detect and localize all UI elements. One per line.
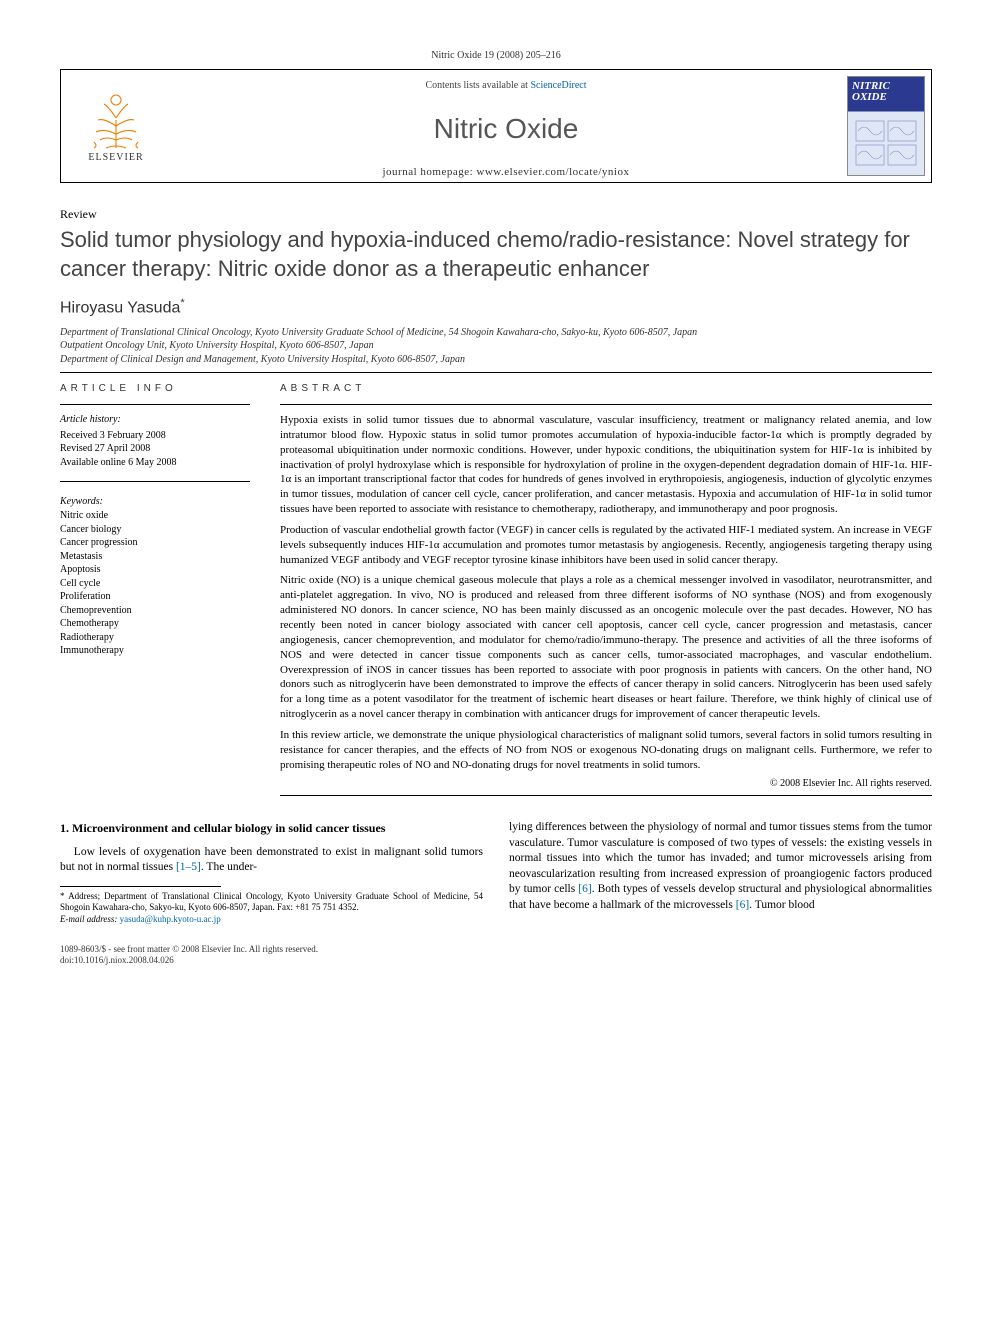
keyword: Apoptosis (60, 563, 250, 577)
section-heading: 1. Microenvironment and cellular biology… (60, 820, 483, 836)
abstract-text: Hypoxia exists in solid tumor tissues du… (280, 413, 932, 772)
keyword: Cancer progression (60, 536, 250, 550)
history-label: Article history: (60, 413, 250, 427)
body-text: Low levels of oxygenation have been demo… (60, 846, 483, 874)
keyword: Chemotherapy (60, 617, 250, 631)
running-head: Nitric Oxide 19 (2008) 205–216 (60, 50, 932, 61)
contents-prefix: Contents lists available at (425, 80, 530, 91)
footer-doi: doi:10.1016/j.niox.2008.04.026 (60, 955, 932, 967)
keywords-label: Keywords: (60, 496, 250, 507)
homepage-url: www.elsevier.com/locate/yniox (476, 166, 629, 178)
body-paragraph: Low levels of oxygenation have been demo… (60, 845, 483, 876)
footnote-separator (60, 886, 221, 887)
publisher-name: ELSEVIER (88, 152, 143, 163)
article-title: Solid tumor physiology and hypoxia-induc… (60, 226, 932, 283)
journal-homepage-line: journal homepage: www.elsevier.com/locat… (171, 166, 841, 178)
citation-link[interactable]: [6] (736, 899, 749, 911)
abstract-paragraph: In this review article, we demonstrate t… (280, 728, 932, 773)
body-text: . The under- (201, 861, 257, 873)
section-rule (60, 372, 932, 373)
keyword: Radiotherapy (60, 631, 250, 645)
affiliation-line: Outpatient Oncology Unit, Kyoto Universi… (60, 339, 932, 353)
corresponding-footnote: * Address; Department of Translational C… (60, 891, 483, 926)
abstract-paragraph: Production of vascular endothelial growt… (280, 523, 932, 568)
body-paragraph: lying differences between the physiology… (509, 820, 932, 913)
cover-thumb-title: NITRIC OXIDE (852, 81, 924, 103)
abstract-copyright: © 2008 Elsevier Inc. All rights reserved… (280, 778, 932, 789)
abstract-column: ABSTRACT Hypoxia exists in solid tumor t… (280, 383, 932, 796)
cover-thumb-art-icon (854, 119, 920, 169)
sciencedirect-link[interactable]: ScienceDirect (530, 80, 586, 91)
journal-cover-thumbnail: NITRIC OXIDE (847, 76, 925, 176)
history-line: Received 3 February 2008 (60, 429, 250, 443)
affiliation-line: Department of Translational Clinical Onc… (60, 326, 932, 340)
abstract-heading: ABSTRACT (280, 383, 932, 394)
keywords-list: Nitric oxide Cancer biology Cancer progr… (60, 509, 250, 658)
keyword: Metastasis (60, 550, 250, 564)
keyword: Proliferation (60, 590, 250, 604)
contents-available-line: Contents lists available at ScienceDirec… (171, 80, 841, 91)
footer-front-matter: 1089-8603/$ - see front matter © 2008 El… (60, 944, 932, 956)
article-type: Review (60, 207, 932, 222)
abstract-rule (280, 404, 932, 405)
info-abstract-row: ARTICLE INFO Article history: Received 3… (60, 383, 932, 796)
affiliation-line: Department of Clinical Design and Manage… (60, 353, 932, 367)
keyword: Nitric oxide (60, 509, 250, 523)
abstract-paragraph: Hypoxia exists in solid tumor tissues du… (280, 413, 932, 517)
history-line: Revised 27 April 2008 (60, 442, 250, 456)
footnote-email-label: E-mail address: (60, 914, 117, 924)
history-line: Available online 6 May 2008 (60, 456, 250, 470)
elsevier-tree-icon (86, 90, 146, 150)
keyword: Cancer biology (60, 523, 250, 537)
homepage-prefix: journal homepage: (382, 166, 476, 178)
keyword: Immunotherapy (60, 644, 250, 658)
abstract-bottom-rule (280, 795, 932, 796)
info-rule (60, 404, 250, 405)
article-history-block: Article history: Received 3 February 200… (60, 413, 250, 469)
publisher-logo-cell: ELSEVIER (61, 70, 171, 182)
keyword: Cell cycle (60, 577, 250, 591)
journal-header-box: ELSEVIER Contents lists available at Sci… (60, 69, 932, 183)
journal-cover-cell: NITRIC OXIDE (841, 70, 931, 182)
citation-link[interactable]: [1–5] (176, 861, 201, 873)
article-info-column: ARTICLE INFO Article history: Received 3… (60, 383, 250, 796)
footnote-address-label: * Address; (60, 891, 100, 901)
info-rule (60, 481, 250, 482)
author-line: Hiroyasu Yasuda* (60, 297, 932, 317)
author-corresp-marker: * (180, 297, 184, 309)
article-info-heading: ARTICLE INFO (60, 383, 250, 394)
body-text: . Tumor blood (749, 899, 815, 911)
page-footer: 1089-8603/$ - see front matter © 2008 El… (60, 944, 932, 967)
citation-link[interactable]: [6] (578, 883, 591, 895)
abstract-paragraph: Nitric oxide (NO) is a unique chemical g… (280, 573, 932, 721)
body-two-column: 1. Microenvironment and cellular biology… (60, 820, 932, 925)
keyword: Chemoprevention (60, 604, 250, 618)
affiliations: Department of Translational Clinical Onc… (60, 326, 932, 367)
journal-header-center: Contents lists available at ScienceDirec… (171, 70, 841, 182)
journal-name: Nitric Oxide (171, 113, 841, 145)
author-name: Hiroyasu Yasuda (60, 300, 180, 317)
footnote-email-link[interactable]: yasuda@kuhp.kyoto-u.ac.jp (120, 914, 221, 924)
footnote-address-text: Department of Translational Clinical Onc… (60, 891, 483, 913)
